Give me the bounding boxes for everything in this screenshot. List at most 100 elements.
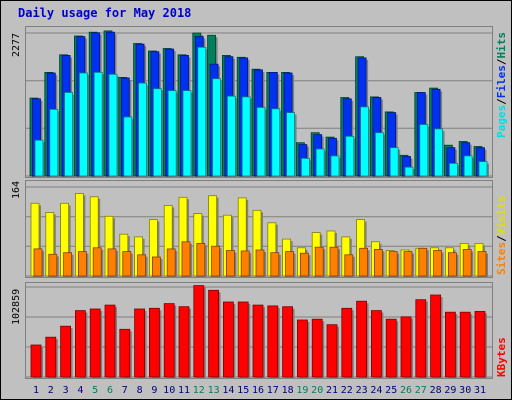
middle-ymax-label: 164: [11, 180, 22, 199]
legend-separator: /: [495, 235, 508, 242]
sites-bar: [403, 251, 413, 277]
pages-bar: [49, 109, 59, 177]
kbytes-bar: [30, 344, 42, 378]
x-tick-label: 8: [137, 385, 143, 396]
sites-bar: [462, 249, 472, 277]
hits-legend-label: Hits: [495, 32, 508, 59]
pages-bar: [300, 157, 310, 177]
kbytes-bar: [75, 310, 86, 378]
x-tick-label: 1: [33, 385, 39, 396]
kbytes-bar: [222, 301, 234, 378]
visits-legend-label: Visits: [495, 195, 508, 236]
sites-bar: [447, 252, 457, 277]
pages-bar: [138, 82, 147, 177]
pages-bar: [478, 161, 488, 177]
pages-bar: [463, 155, 473, 177]
x-tick-label: 23: [356, 385, 368, 396]
sites-bar: [270, 252, 280, 277]
kbytes-bar: [193, 285, 205, 378]
x-tick-label: 12: [193, 385, 205, 396]
pages-bar: [448, 162, 458, 177]
pages-bar: [153, 88, 162, 177]
kbytes-bar: [134, 308, 145, 378]
x-tick-label: 20: [311, 385, 323, 396]
kbytes-bar: [311, 318, 323, 378]
x-tick-label: 6: [107, 385, 113, 396]
pages-bar: [108, 73, 118, 177]
x-tick-label: 24: [370, 385, 382, 396]
pages-bar: [197, 46, 207, 177]
pages-bar: [182, 90, 192, 177]
pages-files-hits-legend: Pages/Files/Hits: [495, 32, 508, 138]
kbytes-legend: KBytes: [495, 337, 508, 377]
sites-bar: [78, 251, 87, 277]
sites-bar: [211, 245, 221, 277]
pages-bar: [34, 139, 44, 177]
sites-bar: [196, 243, 206, 277]
kbytes-bar: [356, 300, 368, 378]
top-ymax-label: 2277: [11, 32, 22, 57]
sites-bar: [314, 246, 324, 277]
pages-bar: [286, 112, 296, 177]
bottom-ymax-label: 102859: [11, 288, 22, 325]
x-tick-label: 17: [267, 385, 279, 396]
x-tick-label: 29: [444, 385, 456, 396]
x-tick-label: 21: [326, 385, 338, 396]
hits-files-pages-panel: [25, 26, 493, 178]
kbytes-bar: [89, 308, 101, 378]
x-tick-label: 2: [48, 385, 54, 396]
x-tick-label: 4: [77, 385, 83, 396]
legend-separator: /: [495, 98, 508, 105]
kbytes-bar: [430, 294, 442, 378]
sites-bar: [63, 252, 72, 277]
kbytes-bar: [163, 303, 175, 378]
x-tick-label: 18: [282, 385, 294, 396]
sites-bar: [433, 250, 443, 277]
sites-bar: [181, 241, 191, 277]
kbytes-bar: [415, 299, 427, 378]
x-tick-label: 19: [296, 385, 308, 396]
kbytes-panel: [25, 282, 493, 379]
sites-bar: [373, 249, 383, 277]
pages-bar: [226, 95, 236, 177]
kbytes-plot: [26, 285, 492, 378]
sites-bar: [240, 250, 250, 277]
kbytes-bar: [208, 289, 220, 378]
kbytes-bar: [252, 304, 264, 378]
sites-bar: [48, 253, 58, 277]
kbytes-bar: [119, 328, 131, 378]
sites-bar: [359, 247, 369, 277]
x-axis-labels: 1 2 3 4 5 6 7 8 9 10 11 12 13 14 15 16 17 18 19 20 21 22 23 24 2…: [33, 385, 486, 396]
kbytes-bar: [444, 311, 456, 378]
kbytes-bar: [400, 316, 412, 378]
kbytes-bar: [60, 325, 71, 378]
x-tick-label: 22: [341, 385, 353, 396]
files-legend-label: Files: [495, 65, 508, 99]
kbytes-bar: [237, 301, 249, 378]
pages-bar: [123, 116, 133, 177]
kbytes-bar: [370, 310, 382, 378]
kbytes-legend-label: KBytes: [495, 337, 508, 377]
x-tick-label: 14: [222, 385, 234, 396]
sites-bar: [329, 246, 339, 277]
kbytes-bar: [459, 311, 471, 378]
x-tick-label: 10: [163, 385, 175, 396]
pages-bar: [360, 106, 370, 177]
sites-bar: [299, 252, 309, 277]
sites-bar: [92, 247, 102, 277]
sites-bar: [152, 256, 161, 277]
x-tick-label: 28: [430, 385, 442, 396]
x-tick-label: 3: [63, 385, 69, 396]
pages-bar: [64, 92, 73, 177]
sites-bar: [33, 248, 43, 277]
sites-bar: [225, 250, 235, 277]
x-tick-label: 25: [385, 385, 397, 396]
pages-bar: [212, 78, 222, 177]
chart-title: Daily usage for May 2018: [18, 6, 192, 20]
kbytes-bar: [149, 307, 160, 378]
kbytes-bar: [104, 304, 116, 378]
kbytes-bar: [326, 324, 338, 378]
pages-bar: [374, 132, 384, 177]
sites-bar: [122, 251, 132, 277]
